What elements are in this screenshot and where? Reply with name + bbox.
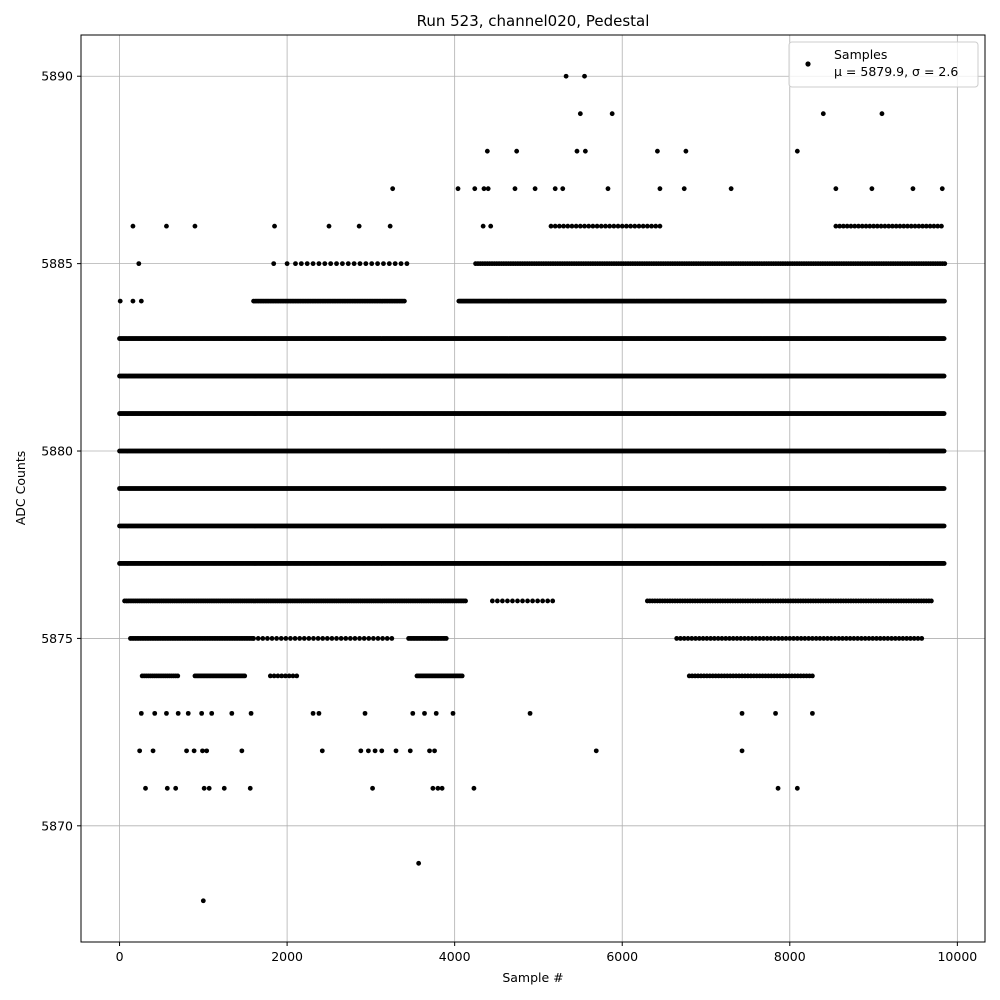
data-point: [941, 448, 947, 454]
data-point: [941, 523, 947, 529]
data-point: [941, 373, 947, 379]
data-point: [941, 411, 947, 416]
data-point: [941, 561, 947, 566]
data-point: [941, 336, 947, 341]
data-points: [117, 73, 948, 904]
data-point: [941, 486, 947, 491]
